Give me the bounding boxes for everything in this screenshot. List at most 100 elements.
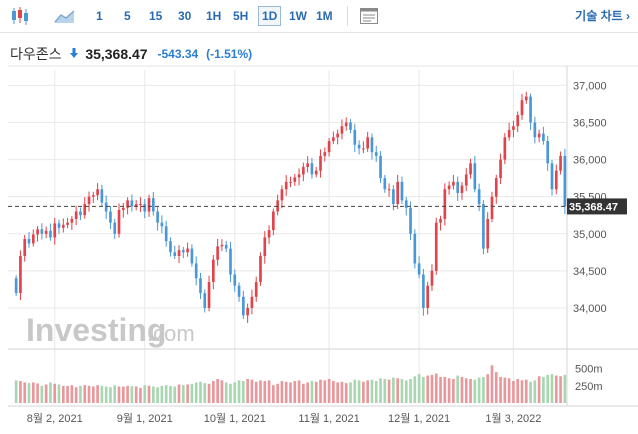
- volume-bar: [546, 374, 550, 403]
- candle-body: [177, 250, 181, 256]
- volume-bar: [383, 379, 387, 403]
- candle: [121, 202, 125, 218]
- candle-body: [70, 218, 74, 223]
- volume-bar: [272, 385, 275, 403]
- candle-body: [164, 226, 168, 242]
- candle: [349, 119, 352, 134]
- candle-body: [23, 238, 27, 256]
- volume-bar: [70, 385, 74, 403]
- candle-body: [336, 133, 339, 138]
- candle-body: [61, 224, 65, 228]
- candle-body: [229, 248, 232, 275]
- candle: [147, 194, 151, 217]
- volume-bar: [336, 382, 339, 403]
- volume-bar: [293, 381, 297, 403]
- candle-body: [524, 96, 528, 101]
- volume-bar: [559, 376, 562, 403]
- candle: [344, 117, 348, 131]
- watermark-brand: Investing: [26, 312, 166, 348]
- candle-body: [199, 278, 202, 294]
- candle-body: [169, 241, 172, 253]
- candle-body: [302, 167, 305, 175]
- candle: [404, 196, 408, 216]
- x-tick-label: 9월 1, 2021: [117, 412, 173, 425]
- candle-body: [233, 274, 237, 286]
- volume-bar: [126, 385, 129, 403]
- volume-bar: [516, 379, 520, 403]
- candle-body: [109, 211, 112, 223]
- interval-15-button[interactable]: 15: [149, 9, 163, 23]
- price-change-percent: (-1.51%): [206, 47, 253, 61]
- candle-body: [490, 196, 494, 219]
- last-price-label-bg: [567, 198, 627, 215]
- interval-1w-button[interactable]: 1W: [289, 9, 307, 23]
- candle: [66, 217, 69, 229]
- volume-bar: [306, 382, 309, 403]
- volume-bar: [344, 383, 348, 403]
- candle: [220, 239, 224, 252]
- chart-grid: [8, 65, 638, 407]
- candle: [207, 275, 211, 312]
- volume-bar: [267, 380, 271, 403]
- interval-30-button[interactable]: 30: [178, 9, 192, 23]
- candle-body: [499, 159, 502, 179]
- interval-1h-button[interactable]: 1H: [206, 9, 222, 23]
- volume-bar: [413, 376, 417, 403]
- candle-body: [464, 174, 468, 186]
- indicator-panel-icon[interactable]: [356, 5, 382, 27]
- candle-body: [79, 211, 82, 216]
- candle-body: [254, 281, 258, 297]
- x-tick-label: 10월 1, 2021: [204, 412, 266, 425]
- candle-body: [44, 230, 48, 234]
- candle: [237, 282, 241, 302]
- volume-bar: [387, 379, 391, 403]
- interval-1-button[interactable]: 1: [96, 9, 103, 23]
- candle: [61, 218, 65, 233]
- volume-bar: [319, 379, 322, 403]
- volume-bar: [190, 383, 194, 403]
- candle: [151, 191, 155, 216]
- volume-bar: [456, 375, 460, 403]
- interval-5h-button[interactable]: 5H: [233, 9, 249, 23]
- candle-body: [96, 189, 99, 196]
- candle-body: [147, 198, 151, 212]
- technical-chart-link[interactable]: 기술 차트 ›: [575, 9, 630, 23]
- candle-body: [494, 178, 498, 197]
- candle-body: [353, 129, 357, 145]
- candlestick-icon[interactable]: [8, 5, 34, 27]
- candle: [224, 240, 228, 253]
- volume-bar: [507, 378, 511, 403]
- interval-1d-button[interactable]: 1D: [258, 6, 282, 26]
- x-tick-label: 12월 1, 2021: [388, 412, 450, 425]
- volume-bar: [242, 381, 245, 403]
- interval-5-button[interactable]: 5: [124, 9, 131, 23]
- candle: [546, 135, 550, 171]
- candle-body: [392, 189, 395, 205]
- candle-body: [100, 189, 104, 203]
- candle: [430, 264, 434, 291]
- chart-axes: 37,00036,50036,00035,50035,00034,50034,0…: [27, 80, 607, 425]
- candle-body: [272, 211, 275, 231]
- candle-body: [284, 181, 288, 190]
- candle: [117, 203, 121, 238]
- area-chart-icon[interactable]: [52, 5, 78, 27]
- volume-bar: [91, 386, 95, 403]
- investing-watermark: Investing .com: [26, 312, 195, 348]
- volume-bar: [533, 380, 537, 403]
- candle-body: [151, 198, 155, 212]
- volume-bar: [404, 380, 408, 403]
- candle-body: [113, 222, 117, 234]
- interval-1m-button[interactable]: 1M: [316, 9, 333, 23]
- volume-bar: [139, 387, 142, 403]
- candle: [229, 241, 232, 282]
- candle: [156, 206, 159, 231]
- candle-body: [400, 181, 404, 201]
- candle-body: [267, 230, 271, 238]
- volume-bar: [340, 381, 344, 403]
- candle: [396, 174, 399, 210]
- candle-body: [207, 281, 211, 308]
- candle-body: [542, 133, 545, 142]
- candlestick-series: [14, 91, 567, 323]
- candle: [246, 303, 249, 323]
